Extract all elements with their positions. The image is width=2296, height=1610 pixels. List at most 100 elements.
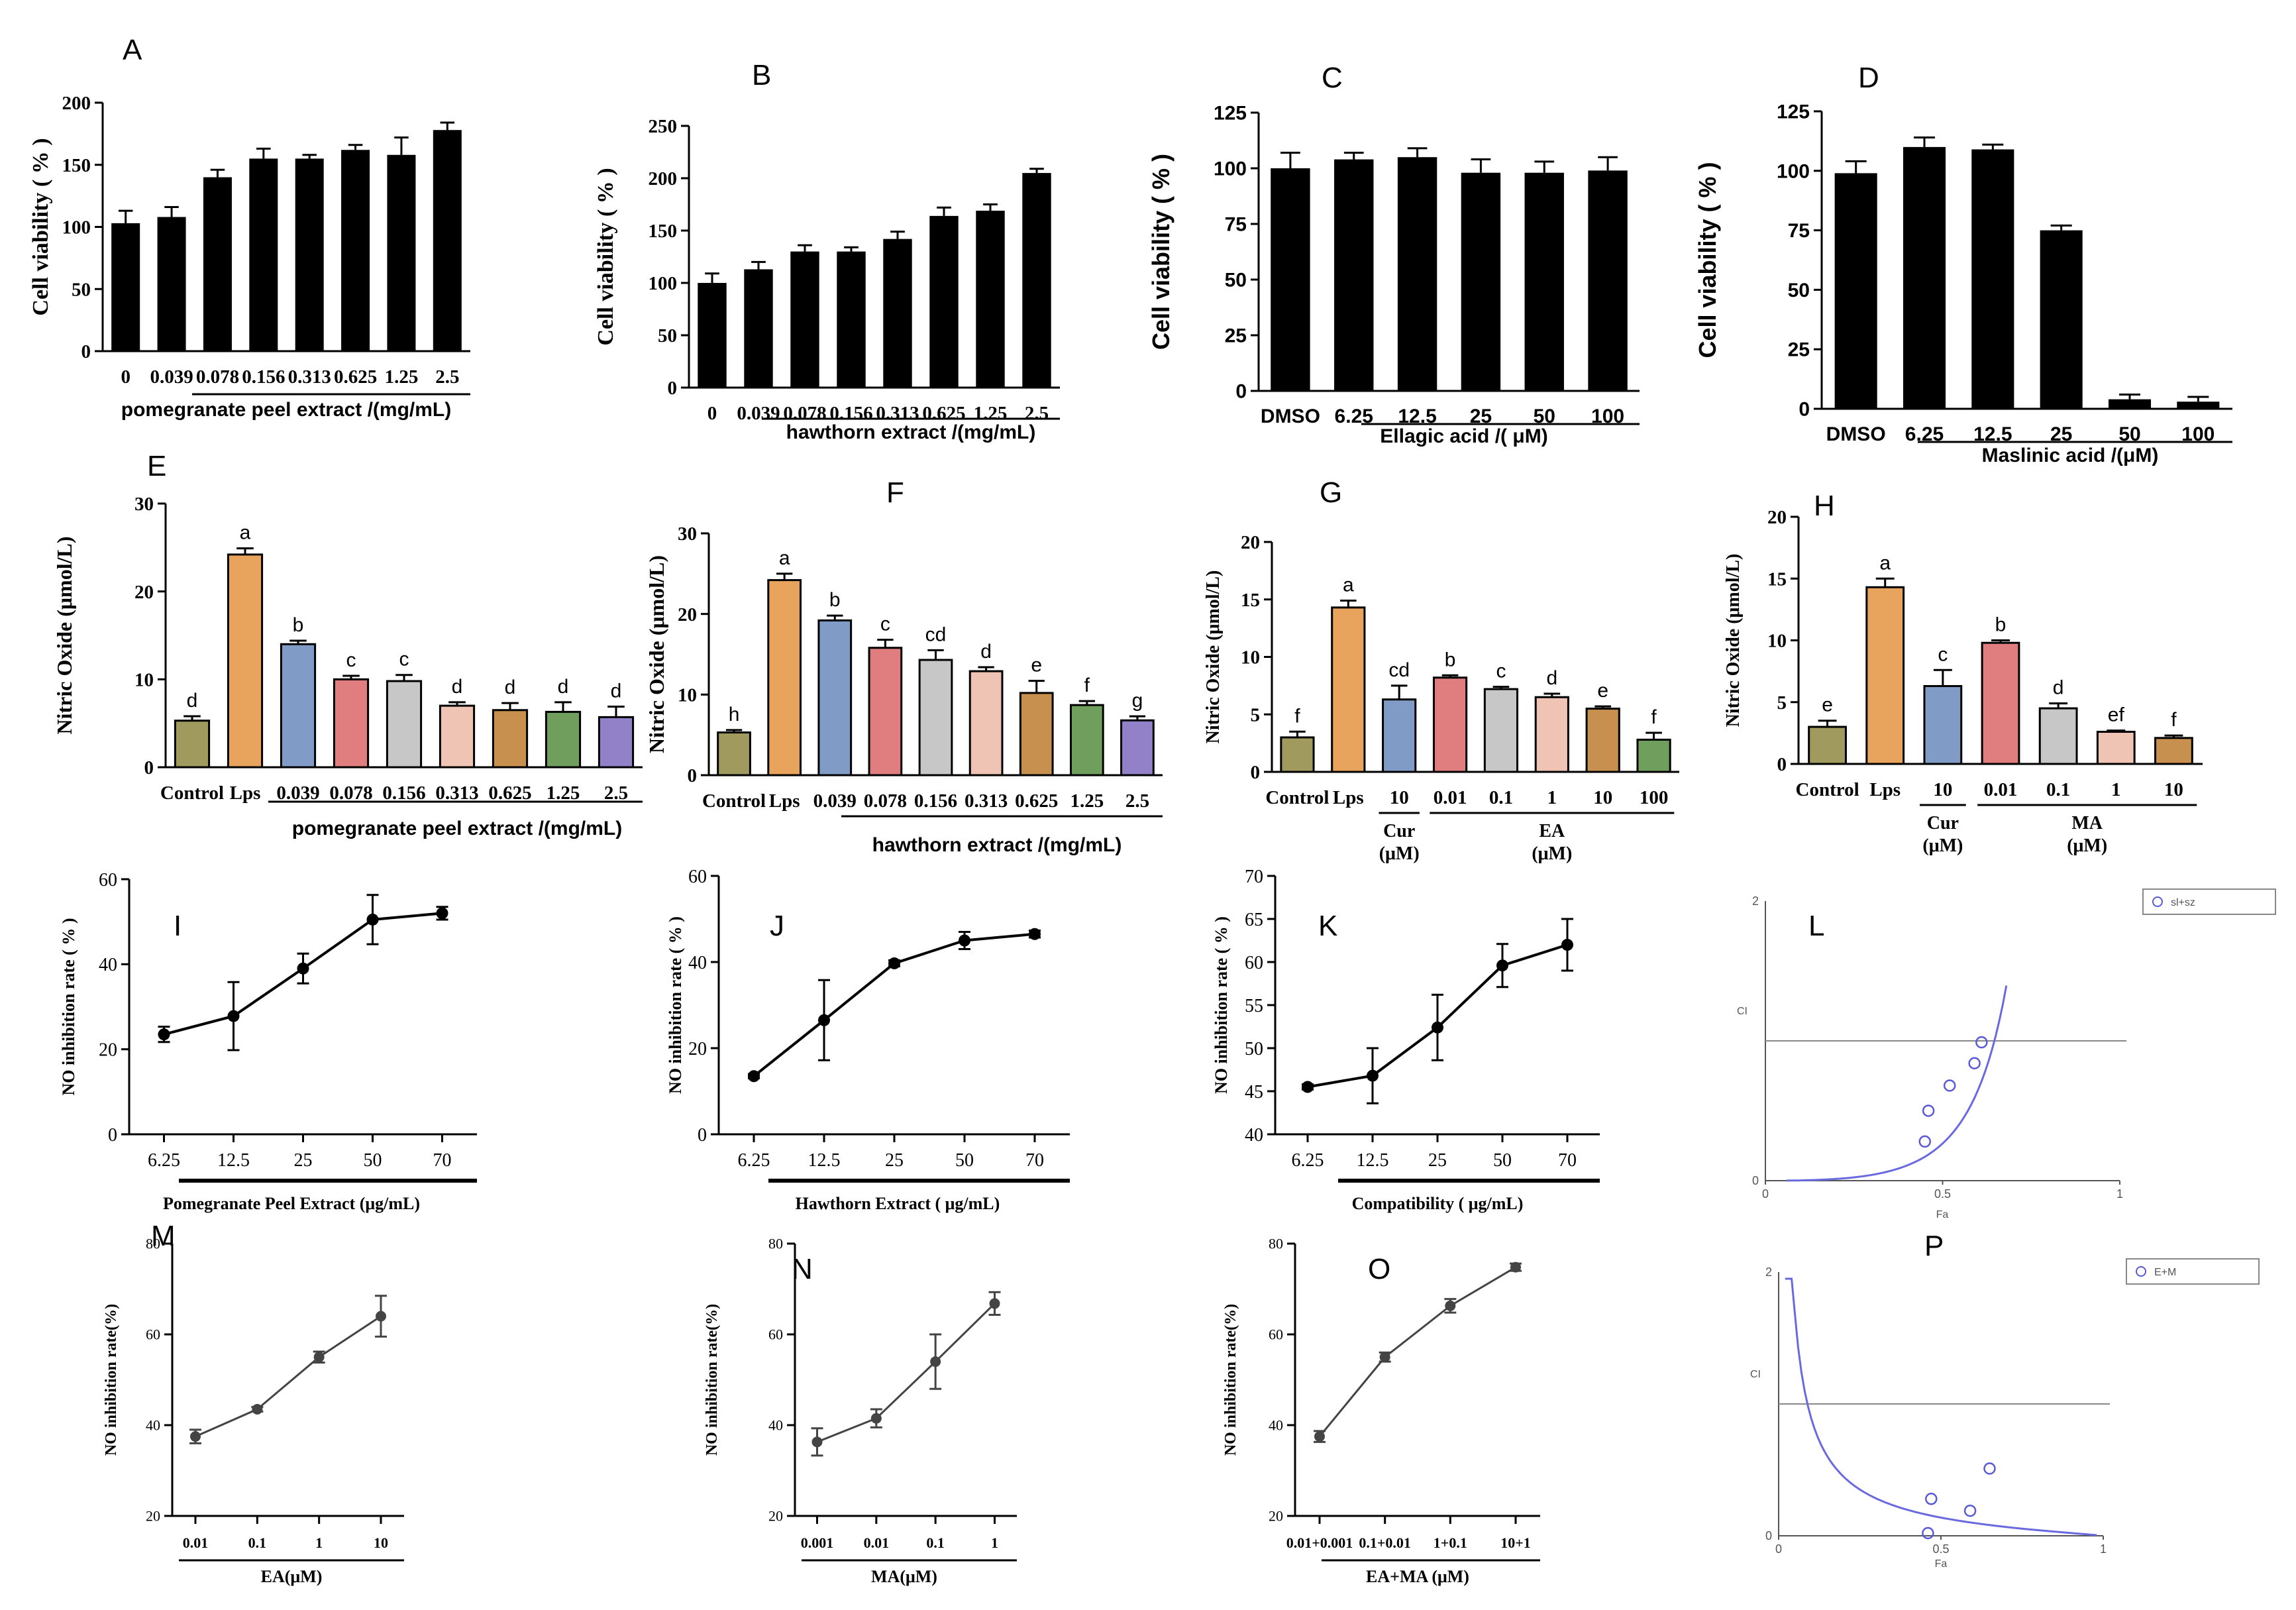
category-label: 0.078 [196, 366, 239, 388]
y-tick-label: 0 [688, 765, 698, 786]
data-point-2 [252, 1404, 263, 1415]
y-tick-label: 55 [1245, 996, 1263, 1016]
x-axis-label: pomegranate peel extract /(mg/mL) [292, 818, 622, 839]
bar-7 [2154, 737, 2193, 765]
panel-k: K 40 45 50 55 60 65 70 NO inhibition rate ( % ) 6… [1212, 867, 1600, 1213]
bar-3 [1397, 157, 1437, 391]
y-tick-label: 10 [1241, 647, 1260, 669]
significance-letter: e [1822, 694, 1833, 716]
y-axis-label: Nitric Oxide (μmol/L) [1723, 554, 1744, 727]
category-label: 0.01+0.001 [1286, 1534, 1353, 1551]
y-tick-label: 10 [678, 684, 697, 706]
x-axis-label: hawthorn extract /(mg/mL) [786, 421, 1036, 443]
category-label: 12.5 [808, 1150, 841, 1171]
y-tick-label: 60 [768, 1326, 783, 1343]
significance-letter: c [1496, 661, 1506, 682]
significance-letter: d [452, 676, 463, 698]
y-tick-label: 150 [649, 221, 678, 242]
category-label: 50 [1493, 1150, 1512, 1171]
panel-letter: J [770, 910, 784, 942]
y-tick-label: 0 [1752, 1174, 1759, 1187]
bar-4 [868, 647, 903, 777]
legend-marker [2136, 1266, 2146, 1277]
data-point-5 [1029, 928, 1041, 940]
category-label: 10 [1933, 779, 1952, 800]
category-label: 25 [885, 1150, 904, 1171]
category-label: 6.25 [738, 1150, 770, 1171]
bar-4 [2040, 230, 2083, 409]
bar-7 [1585, 708, 1620, 773]
bar-4 [1461, 172, 1501, 391]
category-label: 0.313 [288, 366, 331, 388]
bar-4 [837, 251, 866, 388]
x-axis-label: Maslinic acid /(μM) [1982, 445, 2159, 466]
y-tick-label: 150 [62, 155, 91, 176]
series-line [753, 932, 1035, 1077]
significance-letter: b [293, 614, 304, 636]
data-point-4 [959, 934, 970, 947]
bar-5 [1483, 688, 1519, 773]
data-point-4 [1510, 1261, 1521, 1273]
y-tick-label: 20 [99, 1040, 117, 1060]
x-axis-label: Ellagic acid /( μM) [1380, 425, 1547, 447]
category-label: 50 [955, 1150, 974, 1171]
category-label: Lps [1333, 787, 1364, 808]
group-label: Cur [1927, 813, 1959, 833]
data-point-3 [1943, 1079, 1956, 1092]
category-label: 0.156 [382, 782, 425, 804]
y-tick-label: 20 [1269, 1508, 1283, 1525]
bar-2 [1331, 606, 1366, 773]
y-tick-label: 60 [1269, 1326, 1283, 1343]
bar-6 [341, 150, 370, 351]
y-axis-label: NO inhibition rate(%) [1222, 1304, 1239, 1456]
significance-letter: b [829, 589, 841, 611]
panel-g: G 0 5 10 15 20 Nitric Oxide (μmol/L) f Control a L… [1203, 476, 1679, 864]
panel-letter: O [1368, 1253, 1390, 1285]
significance-letter: g [1132, 690, 1143, 712]
bar-8 [1022, 173, 1051, 388]
category-label: 10 [1390, 787, 1409, 808]
category-label: 0.078 [864, 790, 907, 812]
y-tick-label: 25 [1225, 325, 1247, 347]
y-tick-label: 0 [1777, 754, 1787, 775]
bar-8 [433, 130, 462, 351]
group-label: EA [1539, 821, 1565, 841]
category-label: 0 [121, 366, 130, 388]
group-unit: (μM) [1379, 843, 1420, 864]
bar-4 [1432, 676, 1468, 773]
category-label: 1 [991, 1534, 998, 1551]
bar-2 [744, 269, 773, 388]
data-point-1 [1302, 1081, 1314, 1093]
y-tick-label: 0 [1251, 762, 1261, 783]
category-label: 0.156 [829, 403, 872, 424]
data-point-1 [1922, 1527, 1934, 1540]
y-axis-label: Nitric Oxide (μmol/L) [645, 555, 668, 753]
panel-j: J 0 20 40 60 NO inhibition rate ( % ) 6.25 12.5… [666, 867, 1070, 1213]
data-point-1 [748, 1070, 760, 1083]
bar-2 [157, 217, 186, 351]
category-label: 25 [294, 1150, 313, 1171]
significance-letter: a [240, 522, 251, 544]
category-label: 0.1 [926, 1534, 945, 1551]
bar-7 [1019, 692, 1054, 777]
group-unit: (μM) [2067, 835, 2107, 856]
bar-5 [2108, 399, 2152, 409]
significance-letter: cd [1388, 659, 1410, 681]
bar-2 [767, 579, 802, 777]
category-label: 0.039 [150, 366, 193, 388]
category-label: 0.625 [922, 403, 965, 424]
group-label: Cur [1383, 821, 1415, 841]
bar-1 [1834, 173, 1877, 409]
data-point-4 [1496, 959, 1508, 972]
significance-letter: c [346, 649, 356, 671]
y-axis-label: NO inhibition rate ( % ) [666, 916, 685, 1094]
panel-letter: H [1814, 490, 1835, 522]
data-point-3 [930, 1356, 941, 1368]
significance-letter: e [1031, 655, 1042, 676]
legend-marker [2152, 896, 2163, 907]
data-point-2 [227, 1010, 240, 1022]
y-tick-label: 50 [72, 279, 91, 300]
bar-6 [439, 704, 476, 769]
bar-3 [280, 643, 317, 769]
